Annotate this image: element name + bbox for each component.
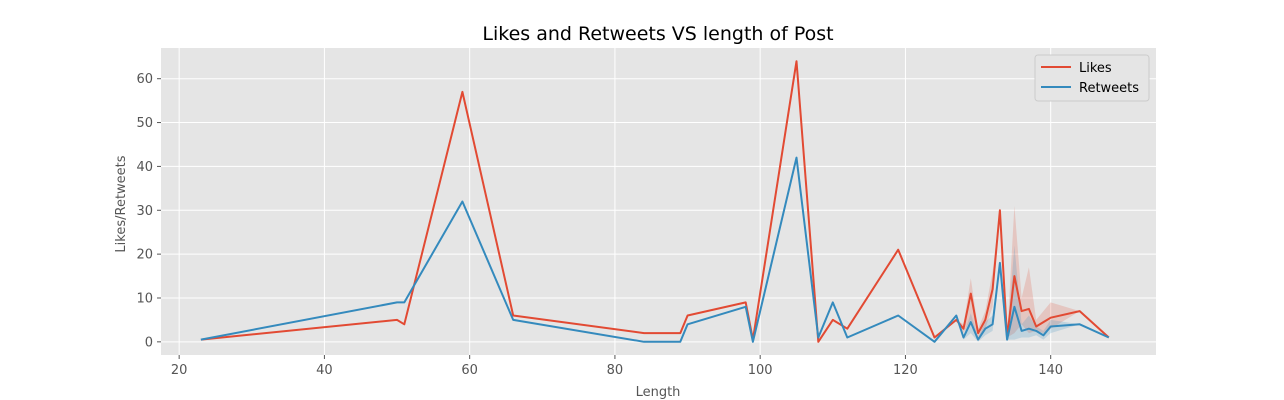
ci-band-likes xyxy=(200,61,1109,342)
series-lines xyxy=(200,60,1110,343)
legend-label-likes: Likes xyxy=(1079,61,1112,76)
chart-title: Likes and Retweets VS length of Post xyxy=(482,23,833,45)
legend-label-retweets: Retweets xyxy=(1079,81,1139,96)
y-tick-label: 0 xyxy=(145,335,153,350)
y-tick-label: 10 xyxy=(136,291,153,306)
x-tick-label: 40 xyxy=(316,363,333,378)
series-line-retweets xyxy=(200,156,1110,343)
confidence-bands xyxy=(200,61,1109,342)
x-tick-label: 20 xyxy=(171,363,188,378)
grid-lines xyxy=(161,48,1156,355)
y-tick-label: 60 xyxy=(136,72,153,87)
y-tick-label: 50 xyxy=(136,116,153,131)
y-tick-label: 20 xyxy=(136,248,153,263)
x-tick-label: 60 xyxy=(461,363,478,378)
x-tick-label: 140 xyxy=(1038,363,1063,378)
x-tick-label: 80 xyxy=(607,363,624,378)
legend: Likes Retweets xyxy=(1034,54,1150,102)
axis-ticks: 20 40 60 80 100 120 140 0 10 20 30 40 50 60 xyxy=(136,72,1063,378)
x-tick-label: 100 xyxy=(748,363,773,378)
ci-band-retweets xyxy=(200,157,1109,342)
x-tick-label: 120 xyxy=(893,363,918,378)
y-axis-label: Likes/Retweets xyxy=(114,155,129,252)
y-tick-label: 30 xyxy=(136,204,153,219)
y-tick-label: 40 xyxy=(136,160,153,175)
plot-area xyxy=(161,48,1156,355)
x-axis-label: Length xyxy=(636,385,681,400)
